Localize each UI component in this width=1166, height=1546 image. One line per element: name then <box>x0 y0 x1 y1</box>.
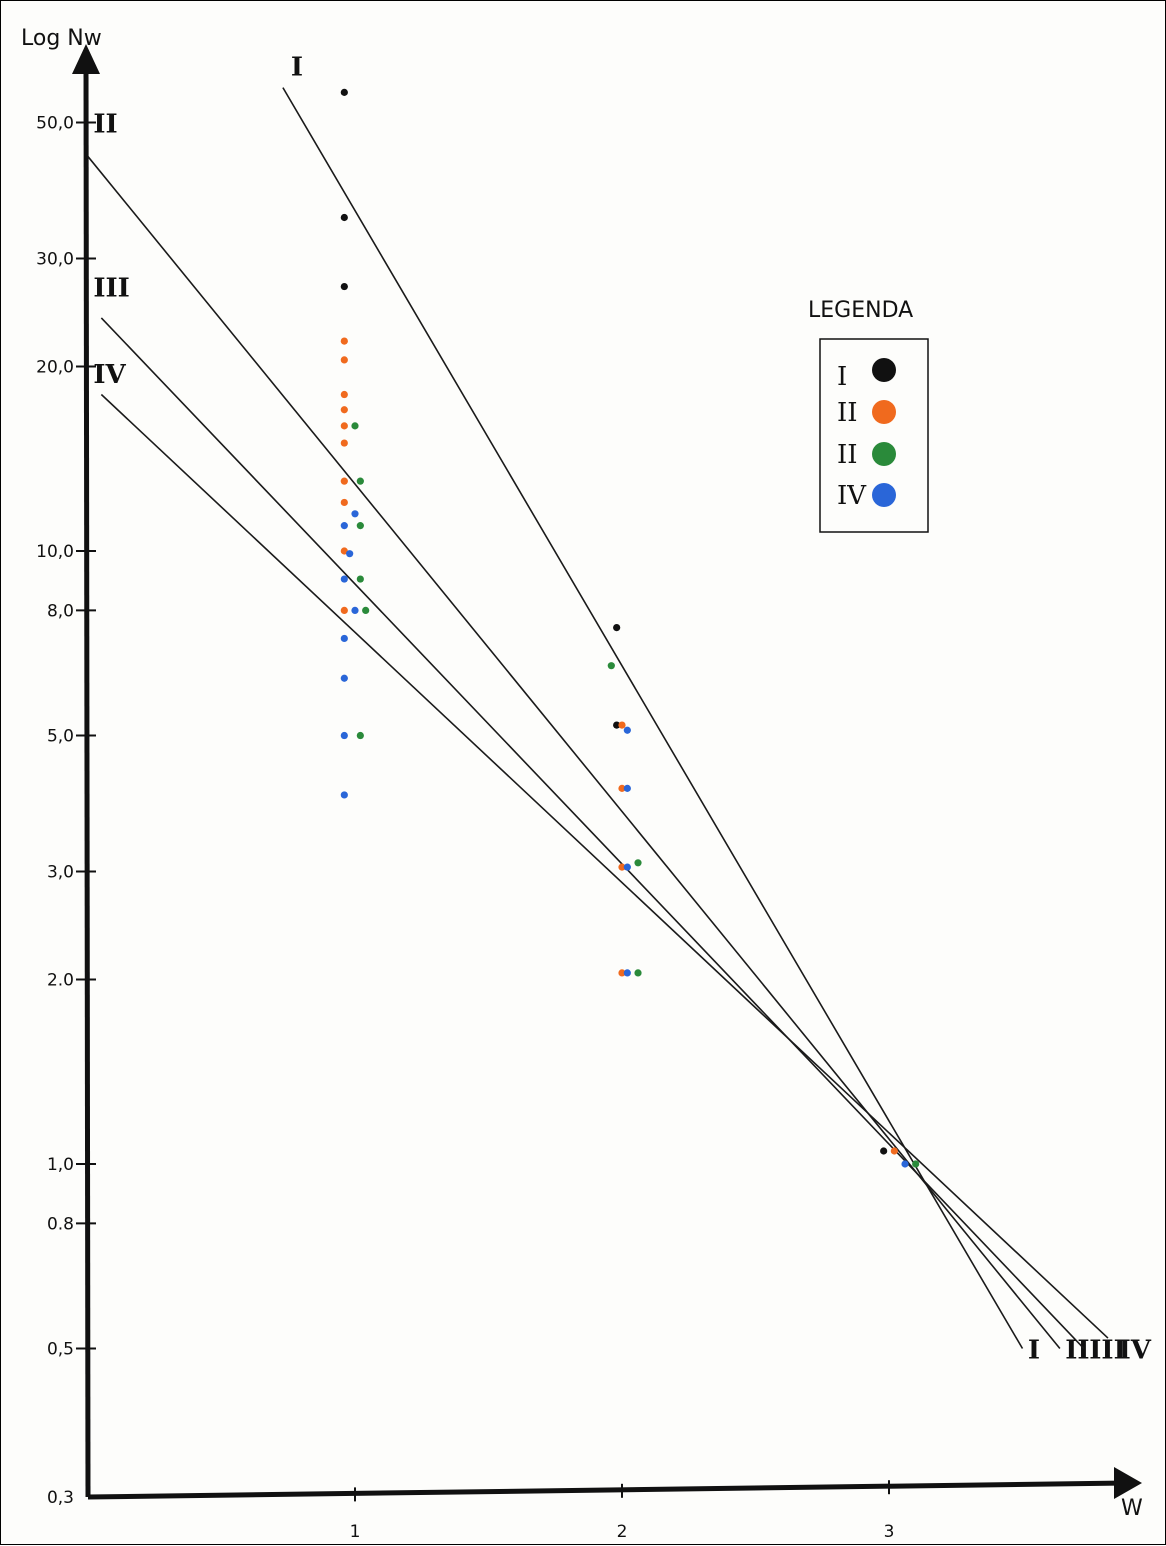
legend-box <box>819 338 929 533</box>
line-label-4-1: IV <box>93 360 126 390</box>
point-1-6 <box>880 1147 888 1155</box>
point-2-10 <box>340 606 348 615</box>
legend-title: LEGENDA <box>808 298 913 323</box>
y-tick-label-5: 3,0 <box>47 863 74 883</box>
point-2-12 <box>618 784 626 792</box>
legend-marker-2 <box>872 400 896 424</box>
point-2-1 <box>340 337 348 345</box>
line-label-3-2: III <box>1089 1336 1126 1366</box>
y-tick-label-0: 0,3 <box>47 1488 74 1508</box>
point-3-3 <box>356 522 364 530</box>
x-axis-arrow <box>1114 1467 1142 1499</box>
x-tick-label-1: 2 <box>617 1522 628 1542</box>
y-tick-label-2: 0.8 <box>47 1214 74 1234</box>
y-tick-label-3: 1,0 <box>47 1155 74 1175</box>
point-4-14 <box>901 1160 909 1168</box>
point-2-3 <box>340 390 348 399</box>
point-3-6 <box>356 731 364 740</box>
x-tick-label-2: 3 <box>884 1522 895 1542</box>
point-3-5 <box>362 606 370 615</box>
line-label-3-1: III <box>93 274 130 304</box>
legend-label-1: I <box>837 362 847 392</box>
y-tick-label-1: 0,5 <box>47 1340 74 1360</box>
point-3-4 <box>356 575 364 583</box>
point-4-9 <box>340 791 348 799</box>
point-4-1 <box>340 522 348 530</box>
point-1-2 <box>340 213 348 222</box>
y-tick-label-10: 30,0 <box>36 250 74 270</box>
point-3-9 <box>634 969 642 977</box>
legend-label-2: II <box>837 398 858 428</box>
point-4-2 <box>346 550 354 558</box>
point-3-8 <box>634 859 642 867</box>
point-4-8 <box>340 731 348 740</box>
regression-line-1 <box>282 87 1024 1349</box>
point-2-9 <box>340 547 348 555</box>
point-4-4 <box>351 510 359 518</box>
legend-marker-3 <box>872 442 896 466</box>
axes: 0,3 0,5 0.8 1,0 2.0 3,0 5,0 8,0 10,0 20,0 30,0 50,0… <box>36 44 1142 1542</box>
point-3-7 <box>607 662 615 670</box>
point-2-13 <box>618 863 626 871</box>
x-tick-label-0: 1 <box>350 1522 361 1542</box>
legend-label-3: II <box>837 440 858 470</box>
y-tick-label-6: 5,0 <box>47 727 74 747</box>
y-axis-title: Log Nw <box>21 26 102 51</box>
legend: LEGENDA I II II IV <box>808 298 929 533</box>
line-label-1-2: I <box>1028 1336 1040 1366</box>
point-4-12 <box>623 863 631 871</box>
y-tick-label-4: 2.0 <box>47 970 74 990</box>
y-axis-line <box>83 65 91 1498</box>
point-1-4 <box>613 623 621 632</box>
point-2-4 <box>340 406 348 414</box>
line-label-2-2: II <box>1065 1336 1089 1366</box>
point-2-7 <box>340 477 348 485</box>
point-2-11 <box>618 721 626 729</box>
legend-marker-4 <box>872 483 896 507</box>
point-4-6 <box>340 634 348 643</box>
legend-marker-1 <box>872 358 896 382</box>
point-4-5 <box>351 606 359 615</box>
point-3-1 <box>351 422 359 430</box>
data-points <box>340 88 920 1168</box>
y-axis-arrow <box>72 44 100 74</box>
point-4-11 <box>623 784 631 792</box>
line-label-1-1: I <box>291 52 303 82</box>
point-2-14 <box>618 969 626 977</box>
point-1-3 <box>340 282 348 291</box>
legend-label-4: IV <box>837 481 867 511</box>
point-4-7 <box>340 674 348 682</box>
regression-line-2 <box>87 156 1061 1350</box>
point-3-2 <box>356 477 364 485</box>
x-axis-title: W <box>1121 1496 1143 1521</box>
point-1-5 <box>613 721 621 729</box>
point-4-10 <box>623 726 631 734</box>
y-tick-label-9: 20,0 <box>36 357 74 377</box>
line-label-4-2: IV <box>1119 1336 1152 1366</box>
point-2-6 <box>340 439 348 447</box>
line-label-2-1: II <box>93 110 117 140</box>
y-tick-label-11: 50,0 <box>36 114 74 134</box>
point-2-15 <box>890 1147 898 1155</box>
point-2-8 <box>340 498 348 507</box>
point-4-13 <box>623 969 631 977</box>
point-2-2 <box>340 356 348 364</box>
regression-line-3 <box>100 317 1085 1350</box>
regression-line-4 <box>100 393 1109 1339</box>
point-4-3 <box>340 575 348 583</box>
x-axis-line <box>87 1480 1127 1500</box>
y-tick-label-7: 8,0 <box>47 601 74 621</box>
point-2-5 <box>340 422 348 430</box>
point-1-1 <box>340 88 348 96</box>
point-3-10 <box>912 1160 920 1168</box>
y-tick-label-8: 10,0 <box>36 542 74 562</box>
